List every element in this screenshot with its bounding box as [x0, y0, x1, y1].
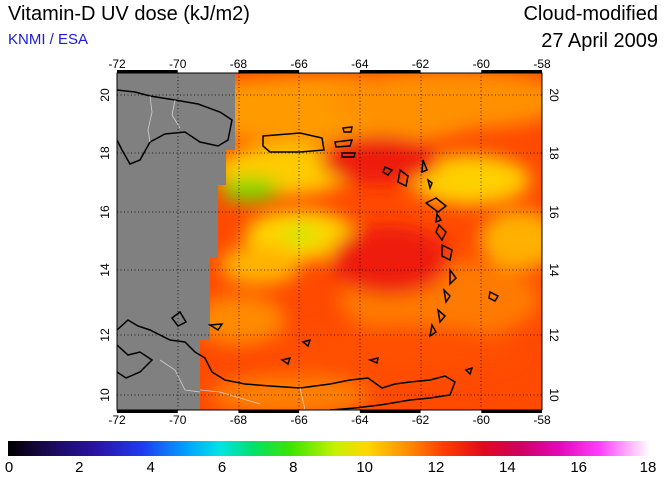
frame-bar [359, 410, 421, 413]
map-content [117, 73, 542, 410]
colorbar-tick-label: 2 [75, 459, 84, 476]
bottom-lon-tick-label: -58 [533, 413, 551, 427]
south-american-coast [117, 319, 456, 410]
right-lat-tick-label: 10 [547, 388, 561, 402]
uv-dose-map: -72 -70 -68 -66 -64 -62 -60 -58 -72 -70 -68 -66 -64… [98, 57, 561, 427]
frame-bar [238, 70, 300, 73]
top-lon-tick-label: -70 [169, 57, 187, 71]
left-lat-tick-label: 14 [98, 263, 112, 277]
map-frame [116, 72, 543, 411]
right-lat-tick-label: 18 [547, 146, 561, 160]
colorbar-tick-label: 8 [289, 459, 298, 476]
bottom-lon-tick-label: -60 [473, 413, 491, 427]
right-lat-tick-label: 14 [547, 263, 561, 277]
top-lon-tick-label: -68 [230, 57, 248, 71]
colorbar-tick-label: 0 [4, 459, 14, 476]
frame-bar [117, 70, 178, 73]
top-lon-tick-label: -60 [473, 57, 491, 71]
colorbar-tick-label: 10 [356, 459, 373, 476]
bottom-lon-tick-label: -72 [108, 413, 126, 427]
map-title: Vitamin-D UV dose (kJ/m2) [8, 3, 250, 25]
frame-bar [238, 410, 300, 413]
top-lon-tick-label: -64 [351, 57, 369, 71]
left-lat-tick-label: 18 [98, 146, 112, 160]
bottom-lon-tick-label: -66 [290, 413, 308, 427]
bottom-lon-tick-label: -68 [230, 413, 248, 427]
no-data-region [117, 73, 235, 410]
top-lon-tick-label: -58 [533, 57, 551, 71]
frame-scale-bars [117, 70, 542, 413]
colorbar-tick-label: 14 [498, 459, 516, 476]
colorbar-tick-label: 6 [217, 459, 227, 476]
frame-bar [359, 70, 421, 73]
date-label: 27 April 2009 [541, 30, 658, 52]
top-lon-tick-label: -62 [412, 57, 430, 71]
colorbar-tick-label: 16 [570, 459, 587, 476]
left-lat-tick-label: 16 [98, 205, 112, 219]
bottom-lon-tick-label: -64 [351, 413, 369, 427]
colorbar-tick-label: 18 [639, 459, 657, 476]
uv-field-gradients [160, 73, 542, 410]
left-lat-tick-label: 10 [98, 388, 112, 402]
coastlines [117, 89, 500, 410]
right-lat-tick-label: 12 [547, 328, 561, 342]
maracaibo-coast [117, 344, 154, 379]
source-label: KNMI / ESA [8, 31, 89, 48]
top-lon-tick-label: -66 [290, 57, 308, 71]
puerto-rico-coast [262, 132, 325, 153]
frame-bar [481, 410, 542, 413]
frame-bar [481, 70, 542, 73]
colorbar-tick-label: 12 [427, 459, 445, 476]
mode-label: Cloud-modified [523, 3, 658, 25]
bottom-lon-tick-label: -62 [412, 413, 430, 427]
colorbar-tick-label: 4 [146, 459, 155, 476]
left-lat-tick-label: 12 [98, 328, 112, 342]
top-lon-tick-label: -72 [108, 57, 126, 71]
colorbar [8, 441, 650, 456]
hispaniola-coast [117, 89, 233, 165]
right-lat-tick-label: 20 [547, 88, 561, 102]
bottom-lon-tick-label: -70 [169, 413, 187, 427]
graticule [117, 73, 542, 410]
frame-bar [117, 410, 178, 413]
right-lat-tick-label: 16 [547, 205, 561, 219]
left-lat-tick-label: 20 [98, 88, 112, 102]
